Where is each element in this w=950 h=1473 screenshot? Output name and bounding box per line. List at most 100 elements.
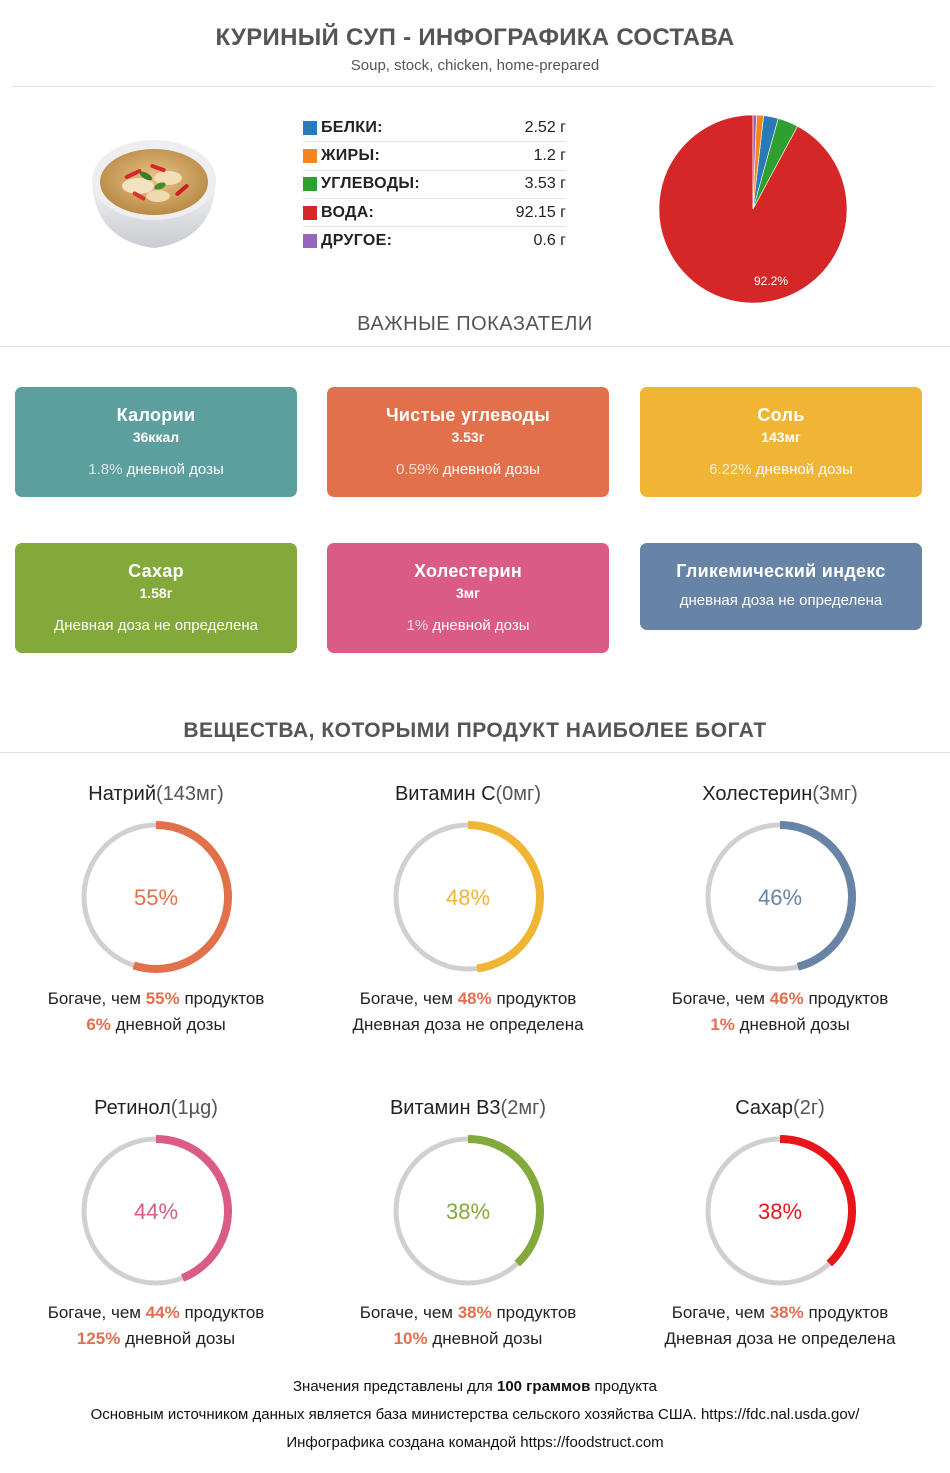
card-title: Сахар [128,561,184,581]
ring-amount: (0мг) [495,783,542,805]
richer-pct: 46% [769,989,804,1008]
richer-suffix: продуктов [491,989,577,1008]
soup-bowl-image [92,140,216,248]
macro-name: ДРУГОЕ: [321,232,393,250]
richer-pct: 48% [457,989,492,1008]
pie-slice-другое [752,114,757,210]
ring-percent-label: 44% [134,1199,178,1224]
macro-name: УГЛЕВОДЫ: [321,175,421,193]
richer-prefix: Богаче, чем [671,1303,770,1322]
daily-text: дневной дозы [120,1329,236,1348]
card-daily: Дневная доза не определена [15,617,297,634]
card-daily-text: дневной дозы [122,461,224,478]
ring-name: Сахар [735,1097,794,1119]
card-daily-pct: 1.8% [88,461,123,478]
richer-pct: 55% [145,989,180,1008]
macro-value: 3.53 г [524,175,566,193]
richer-suffix: продуктов [491,1303,577,1322]
daily-text: дневной дозы [110,1015,226,1034]
daily-text: дневной дозы [734,1015,850,1034]
ring-name: Холестерин [702,783,813,805]
daily-pct: 10% [393,1329,428,1348]
card-amount: 3.53г [451,429,485,445]
card-amount: 1.58г [139,585,173,601]
macro-name: ЖИРЫ: [321,146,381,164]
richer-pct: 38% [457,1303,492,1322]
daily-pct: 1% [710,1015,735,1034]
ring-progress-arc [779,1135,856,1267]
ring-progress-arc [132,821,232,973]
card-daily-pct: 1% [406,617,429,634]
ring-richer: Богаче, чем 55% продуктов [11,989,301,1009]
richer-prefix: Богаче, чем [359,989,458,1008]
ring-title: Ретинол(1µg) [11,1097,301,1125]
card-title: Гликемический индекс [676,561,886,581]
footer-credit: Инфографика создана командой https://foo… [286,1434,664,1451]
ring-chart: 48% [393,821,544,973]
card-title: Чистые углеводы [385,405,551,425]
ring-amount: (143мг) [156,783,224,805]
page-subtitle: Soup, stock, chicken, home-prepared [350,57,600,74]
ring-vitamin-c: Витамин C(0мг) 48% Богаче, чем 48% проду… [323,783,613,1035]
macro-name: БЕЛКИ: [321,118,383,136]
macro-value: 2.52 г [524,118,566,136]
ring-cholesterol: Холестерин(3мг) 46% Богаче, чем 46% прод… [635,783,925,1035]
macro-value: 0.6 г [533,232,566,250]
card-daily: дневная доза не определена [640,592,922,609]
ring-name: Витамин C [394,783,496,805]
ring-daily: 10% дневной дозы [323,1329,613,1349]
card-daily-text: Дневная доза не определена [54,617,258,634]
daily-text: Дневная доза не определена [352,1015,584,1034]
ring-title: Холестерин(3мг) [635,783,925,811]
ring-progress-arc [467,1135,544,1267]
footer-serving-note: Значения представлены для 100 граммов пр… [0,1378,950,1395]
ring-percent-label: 46% [758,885,802,910]
ring-sodium: Натрий(143мг) 55% Богаче, чем 55% продук… [11,783,301,1035]
richer-pct: 38% [769,1303,804,1322]
divider [0,346,950,347]
card-daily-pct: 0.59% [396,461,439,478]
ring-amount: (3мг) [812,783,858,805]
carbs-swatch [303,177,317,192]
ring-name: Натрий [88,783,157,805]
ring-amount: (2г) [793,1097,825,1119]
ring-chart: 55% [81,821,232,973]
ring-progress-arc [467,821,544,973]
card-salt: Соль 143мг 6.22% дневной дозы [640,387,922,497]
ring-amount: (2мг) [500,1097,547,1119]
footer-source: Основным источником данных является база… [90,1406,860,1423]
ring-daily: 6% дневной дозы [11,1015,301,1035]
ring-richer: Богаче, чем 48% продуктов [323,989,613,1009]
divider [12,86,934,87]
richer-pct: 44% [145,1303,180,1322]
richer-prefix: Богаче, чем [47,989,146,1008]
card-title: Калории [116,405,196,425]
ring-daily: Дневная доза не определена [323,1015,613,1035]
ring-richer: Богаче, чем 46% продуктов [635,989,925,1009]
card-amount: 36ккал [132,429,180,445]
macro-row-other: ДРУГОЕ: 0.6 г [303,227,566,255]
ring-amount: (1µg) [170,1097,218,1119]
card-cholesterol: Холестерин 3мг 1% дневной дозы [327,543,609,653]
card-daily-text: дневная доза не определена [679,592,883,609]
ring-progress-arc [155,1135,232,1282]
richer-suffix: продуктов [179,989,265,1008]
card-title: Соль [757,405,805,425]
ring-daily: 1% дневной дозы [635,1015,925,1035]
card-amount: 143мг [761,429,801,445]
richer-prefix: Богаче, чем [47,1303,146,1322]
ring-percent-label: 38% [446,1199,490,1224]
ring-name: Ретинол [94,1097,171,1119]
card-daily-text: дневной дозы [438,461,540,478]
water-swatch [303,205,317,220]
card-title: Холестерин [413,561,523,581]
ring-progress-arc [779,821,856,971]
card-glycemic-index: Гликемический индекс дневная доза не опр… [640,543,922,630]
ring-daily: Дневная доза не определена [635,1329,925,1349]
macro-row-carbs: УГЛЕВОДЫ: 3.53 г [303,171,566,199]
richer-suffix: продуктов [179,1303,265,1322]
card-daily: 0.59% дневной дозы [327,461,609,478]
macro-row-fat: ЖИРЫ: 1.2 г [303,142,566,171]
daily-pct: 6% [86,1015,111,1034]
macros-table: БЕЛКИ: 2.52 г ЖИРЫ: 1.2 г УГЛЕВОДЫ: 3.53… [303,114,566,255]
